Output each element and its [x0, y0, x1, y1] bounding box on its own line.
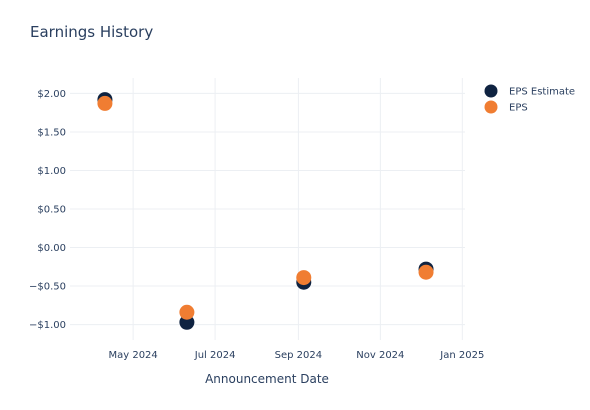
x-tick-label: Jul 2024	[194, 350, 236, 361]
x-tick-label: Nov 2024	[356, 350, 404, 361]
y-tick-label: $0.00	[37, 243, 66, 254]
legend-marker[interactable]	[484, 84, 498, 98]
chart-title: Earnings History	[30, 23, 153, 41]
eps-actual-point[interactable]	[296, 270, 312, 286]
x-axis-ticks: May 2024 Jul 2024 Sep 2024 Nov 2024 Jan 2025	[108, 350, 484, 361]
x-tick-label: Sep 2024	[275, 350, 322, 361]
x-tick-label: May 2024	[108, 350, 157, 361]
legend: EPS Estimate EPS	[484, 84, 575, 114]
y-tick-label: −$1.00	[29, 320, 66, 331]
x-axis-title: Announcement Date	[205, 372, 329, 386]
grid	[70, 78, 465, 340]
y-tick-label: $0.50	[37, 205, 66, 216]
legend-marker[interactable]	[484, 100, 498, 114]
legend-label[interactable]: EPS	[509, 103, 528, 114]
x-tick-label: Jan 2025	[439, 350, 484, 361]
y-tick-label: $2.00	[37, 89, 66, 100]
data-points	[97, 92, 434, 330]
eps-actual-point[interactable]	[418, 264, 434, 280]
y-tick-label: $1.00	[37, 166, 66, 177]
y-tick-label: $1.50	[37, 127, 66, 138]
eps-actual-point[interactable]	[97, 95, 113, 111]
legend-label[interactable]: EPS Estimate	[509, 87, 575, 98]
y-axis-ticks: $2.00 $1.50 $1.00 $0.50 $0.00 −$0.50 −$1.00	[29, 89, 66, 331]
eps-actual-point[interactable]	[179, 304, 195, 320]
y-tick-label: −$0.50	[29, 282, 66, 293]
